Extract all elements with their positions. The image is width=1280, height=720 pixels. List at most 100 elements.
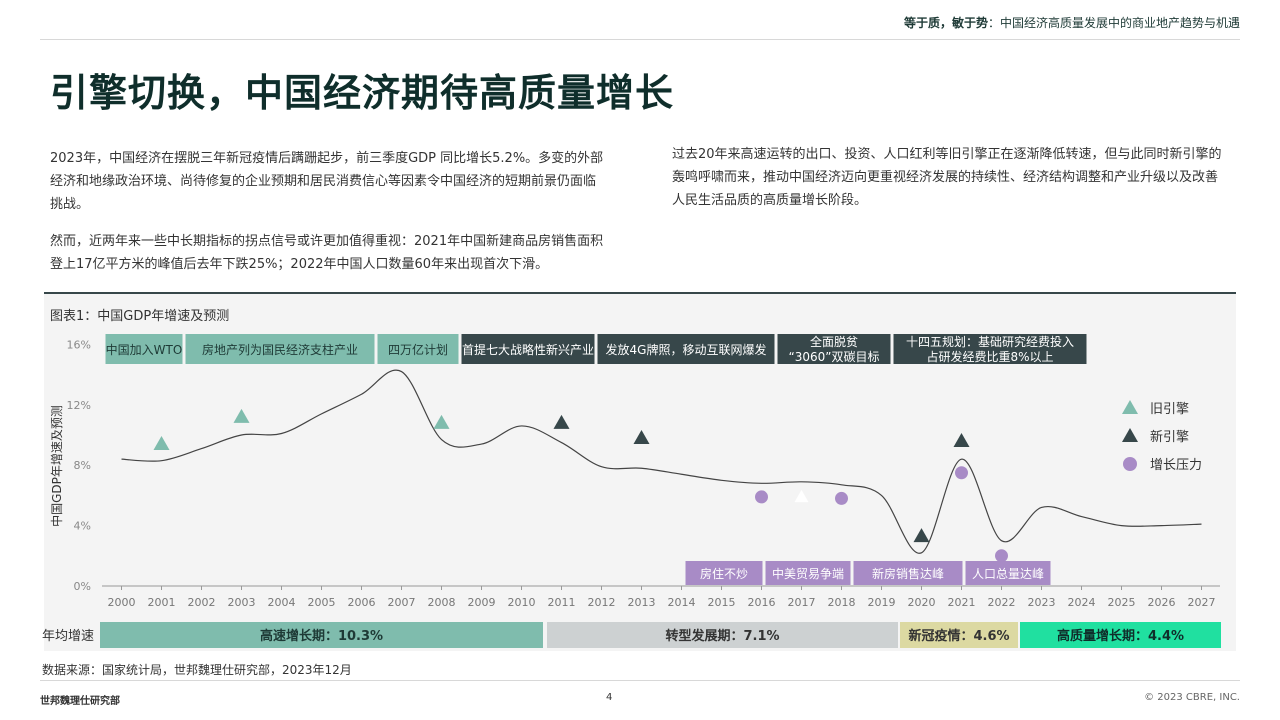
old-engine-marker [233, 408, 250, 423]
x-tick-label: 2019 [868, 596, 896, 609]
x-tick-label: 2013 [628, 596, 656, 609]
x-tick-label: 2000 [108, 596, 136, 609]
event-box [893, 334, 1087, 364]
x-tick-label: 2007 [388, 596, 416, 609]
x-tick-label: 2026 [1148, 596, 1176, 609]
legend-label: 新引擎 [1150, 429, 1189, 445]
pressure-event-label: 中美贸易争端 [772, 566, 844, 581]
x-tick-label: 2014 [668, 596, 696, 609]
old-engine-marker [153, 436, 170, 451]
y-tick-label: 0% [74, 580, 91, 593]
x-tick-label: 2012 [588, 596, 616, 609]
period-label: 高质量增长期：4.4% [1057, 628, 1184, 644]
copyright: © 2023 CBRE, INC. [1144, 692, 1240, 703]
pressure-marker [835, 491, 848, 505]
x-tick-label: 2003 [228, 596, 256, 609]
event-label: 发放4G牌照，移动互联网爆发 [606, 342, 767, 357]
period-bar [1020, 622, 1221, 648]
x-tick-label: 2023 [1028, 596, 1056, 609]
x-tick-label: 2015 [708, 596, 736, 609]
legend-label: 增长压力 [1150, 458, 1202, 473]
period-bar [547, 622, 898, 648]
chart-title: 图表1：中国GDP年增速及预测 [50, 309, 230, 324]
header-divider [40, 39, 1240, 40]
x-tick-label: 2027 [1188, 596, 1216, 609]
pressure-event-box [685, 561, 763, 585]
period-row-label: 年均增速 [42, 629, 94, 644]
event-label: 首提七大战略性新兴产业 [462, 342, 594, 357]
event-label: 十四五规划：基础研究经费投入 [906, 334, 1074, 349]
new-engine-marker [913, 528, 930, 543]
x-tick-label: 2022 [988, 596, 1016, 609]
event-box [185, 334, 375, 364]
x-tick-label: 2025 [1108, 596, 1136, 609]
page-header: 等于质，敏于势：中国经济高质量发展中的商业地产趋势与机遇 [904, 14, 1240, 31]
event-label: 房地产列为国民经济支柱产业 [202, 342, 358, 357]
white-marker [794, 489, 809, 503]
x-tick-label: 2011 [548, 596, 576, 609]
x-tick-label: 2008 [428, 596, 456, 609]
header-rest: ：中国经济高质量发展中的商业地产趋势与机遇 [987, 16, 1240, 30]
event-box [597, 334, 775, 364]
new-engine-marker [553, 414, 570, 429]
x-tick-label: 2010 [508, 596, 536, 609]
event-label: 中国加入WTO [106, 342, 183, 357]
pressure-marker [755, 490, 768, 504]
paragraph-3: 过去20年来高速运转的出口、投资、人口红利等旧引擎正在逐渐降低转速，但与此同时新… [672, 147, 1222, 208]
x-tick-label: 2016 [748, 596, 776, 609]
pressure-event-label: 新房销售达峰 [872, 566, 944, 581]
new-engine-marker [953, 433, 970, 448]
gdp-growth-line [121, 369, 1202, 554]
y-tick-label: 8% [74, 459, 91, 472]
event-label: 全面脱贫 [810, 334, 858, 349]
y-tick-label: 16% [67, 338, 91, 351]
x-tick-label: 2002 [188, 596, 216, 609]
pressure-event-box [765, 561, 851, 585]
old-engine-marker [433, 414, 450, 429]
x-tick-label: 2004 [268, 596, 296, 609]
footer-org: 世邦魏理仕研究部 [40, 696, 120, 707]
pressure-event-label: 人口总量达峰 [972, 567, 1044, 581]
paragraph-2: 然而，近两年来一些中长期指标的拐点信号或许更加值得重视：2021年中国新建商品房… [50, 234, 604, 272]
new-engine-marker [633, 430, 650, 445]
event-label: 四万亿计划 [388, 342, 448, 357]
x-tick-label: 2005 [308, 596, 336, 609]
pressure-event-box [853, 561, 963, 585]
page-title: 引擎切换，中国经济期待高质量增长 [50, 70, 675, 115]
period-label: 高速增长期：10.3% [260, 628, 383, 644]
period-label: 转型发展期：7.1% [665, 628, 779, 644]
header-bold: 等于质，敏于势 [903, 16, 988, 30]
legend-marker [1122, 400, 1138, 414]
x-tick-label: 2021 [948, 596, 976, 609]
source-note: 数据来源：国家统计局，世邦魏理仕研究部，2023年12月 [42, 663, 352, 677]
y-axis-label: 中国GDP年增速及预测 [49, 405, 64, 527]
y-tick-label: 4% [74, 520, 91, 533]
pressure-marker [995, 549, 1008, 563]
x-tick-label: 2024 [1068, 596, 1096, 609]
pressure-event-box [965, 561, 1051, 585]
footer-divider [40, 680, 1240, 681]
event-box [777, 334, 891, 364]
event-box [461, 334, 595, 364]
pressure-marker [955, 466, 968, 480]
period-label: 新冠疫情：4.6% [908, 628, 1009, 644]
x-tick-label: 2009 [468, 596, 496, 609]
x-tick-label: 2018 [828, 596, 856, 609]
x-tick-label: 2017 [788, 596, 816, 609]
paragraph-1: 2023年，中国经济在摆脱三年新冠疫情后蹒跚起步，前三季度GDP 同比增长5.2… [50, 151, 604, 212]
period-bar [100, 622, 543, 648]
pressure-event-label: 房住不炒 [700, 566, 748, 581]
event-box [105, 334, 183, 364]
legend-marker [1122, 428, 1138, 442]
x-tick-label: 2006 [348, 596, 376, 609]
y-tick-label: 12% [67, 399, 91, 412]
x-tick-label: 2020 [908, 596, 936, 609]
event-label: “3060”双碳目标 [789, 350, 880, 364]
period-bar [900, 622, 1018, 648]
x-tick-label: 2001 [148, 596, 176, 609]
legend-marker [1123, 457, 1137, 471]
event-box [377, 334, 459, 364]
event-label: 占研发经费比重8%以上 [926, 349, 1053, 364]
page-number: 4 [606, 692, 613, 703]
